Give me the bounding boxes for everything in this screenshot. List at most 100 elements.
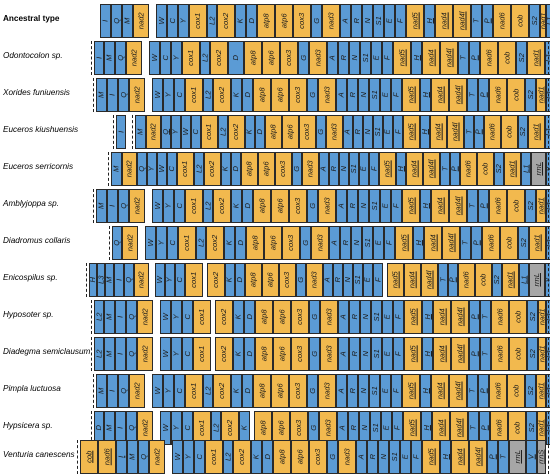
gene-block: Q bbox=[161, 115, 171, 149]
gene-label: nad4 bbox=[437, 308, 447, 326]
segment-boundary bbox=[91, 300, 92, 334]
gene-label: N bbox=[358, 388, 368, 394]
gene-label: cox1 bbox=[180, 160, 190, 178]
gene-label: Q bbox=[118, 92, 128, 98]
gene-block: K bbox=[245, 115, 255, 149]
gene-block: H bbox=[440, 440, 451, 474]
gene-block: cox2 bbox=[215, 300, 233, 334]
gene-label: nad4l bbox=[446, 233, 456, 253]
gene-block: H bbox=[89, 263, 97, 297]
gene-label: cox1 bbox=[197, 345, 207, 363]
gene-block: H bbox=[420, 189, 431, 223]
gene-block: P bbox=[450, 152, 460, 186]
gene-block: G bbox=[307, 374, 318, 408]
gene-label: nad6 bbox=[497, 12, 507, 30]
gene-block: L2 bbox=[203, 78, 213, 112]
gene-label: P bbox=[478, 92, 488, 98]
gene-label: T bbox=[480, 314, 490, 320]
gene-label: R bbox=[351, 18, 361, 24]
gene-block: Y bbox=[183, 440, 194, 474]
gene-block: A bbox=[323, 263, 333, 297]
gene-label: cox2 bbox=[219, 345, 229, 363]
gene-block: S1 bbox=[369, 374, 380, 408]
gene-block: G bbox=[327, 440, 338, 474]
gene-label: Q bbox=[112, 240, 122, 246]
gene-block: nad4 bbox=[422, 41, 440, 75]
gene-block: W bbox=[145, 226, 156, 260]
gene-block: nad4 bbox=[430, 115, 447, 149]
gene-block: D bbox=[244, 337, 255, 371]
gene-label: cox1 bbox=[209, 448, 219, 466]
gene-block: T bbox=[467, 78, 478, 112]
gene-label: N bbox=[358, 92, 368, 98]
gene-label: F bbox=[393, 129, 403, 135]
gene-label: atp6 bbox=[276, 420, 286, 436]
gene-label: nad2 bbox=[129, 49, 139, 67]
gene-block: nad4l bbox=[449, 374, 467, 408]
gene-label: Y bbox=[165, 277, 175, 283]
segment-boundary bbox=[548, 189, 549, 223]
gene-label: L2 bbox=[203, 90, 213, 100]
gene-block: nad4 bbox=[451, 440, 469, 474]
gene-label: A bbox=[343, 129, 353, 135]
gene-label: nad3 bbox=[324, 308, 334, 326]
gene-label: S1 bbox=[369, 90, 379, 100]
gene-label: Q bbox=[126, 351, 136, 357]
gene-block: atp6 bbox=[262, 263, 279, 297]
gene-block: K bbox=[233, 337, 244, 371]
gene-block: T bbox=[458, 41, 469, 75]
gene-block: V bbox=[545, 263, 550, 297]
gene-label: S1 bbox=[349, 164, 359, 174]
gene-label: nad5 bbox=[426, 448, 436, 466]
gene-label: cox2 bbox=[217, 197, 227, 215]
gene-block: cob bbox=[501, 115, 518, 149]
gene-block: W bbox=[160, 337, 171, 371]
gene-label: P bbox=[450, 166, 460, 172]
gene-block: atp8 bbox=[245, 263, 262, 297]
gene-label: K bbox=[221, 166, 231, 172]
gene-label: nad4 bbox=[437, 345, 447, 363]
gene-block: E bbox=[359, 152, 369, 186]
gene-label: cox3 bbox=[295, 308, 305, 326]
gene-block: K bbox=[231, 374, 242, 408]
gene-block: nad3 bbox=[322, 4, 340, 38]
gene-label: I bbox=[107, 389, 117, 393]
gene-label: L2 bbox=[94, 312, 104, 322]
gene-block: N bbox=[363, 115, 373, 149]
gene-block: nad1 bbox=[538, 337, 546, 371]
gene-label: N bbox=[360, 351, 370, 357]
gene-label: R bbox=[338, 55, 348, 61]
species-label: Xorides funiuensis bbox=[3, 88, 70, 97]
gene-block: R bbox=[340, 226, 351, 260]
gene-label: nad3 bbox=[315, 234, 325, 252]
gene-label: nad4l bbox=[453, 85, 463, 105]
gene-block: E bbox=[384, 4, 395, 38]
gene-label: H bbox=[420, 388, 430, 394]
gene-block: I bbox=[116, 115, 126, 149]
gene-label: S1 bbox=[373, 127, 383, 137]
gene-block: R bbox=[353, 115, 363, 149]
gene-label: nad3 bbox=[309, 271, 319, 289]
gene-block: I bbox=[100, 4, 111, 38]
gene-label: C bbox=[194, 454, 204, 460]
gene-label: R bbox=[329, 166, 339, 172]
gene-block: cox2 bbox=[233, 440, 251, 474]
gene-block: cox3 bbox=[289, 189, 307, 223]
gene-label: C bbox=[174, 92, 184, 98]
gene-block: H bbox=[413, 226, 424, 260]
gene-label: Q bbox=[137, 166, 147, 172]
gene-label: cox3 bbox=[302, 123, 312, 141]
gene-block: P bbox=[482, 4, 493, 38]
gene-label: Y bbox=[171, 351, 181, 357]
gene-block: T bbox=[467, 374, 478, 408]
gene-label: S1 bbox=[362, 238, 372, 248]
gene-block: nad4l bbox=[423, 152, 440, 186]
gene-label: nad1 bbox=[537, 419, 546, 437]
gene-block: nad4l bbox=[469, 440, 487, 474]
gene-block: nad2 bbox=[129, 78, 145, 112]
gene-block: T bbox=[471, 4, 482, 38]
gene-label: cox2 bbox=[217, 86, 227, 104]
gene-label: nad2 bbox=[132, 382, 142, 400]
